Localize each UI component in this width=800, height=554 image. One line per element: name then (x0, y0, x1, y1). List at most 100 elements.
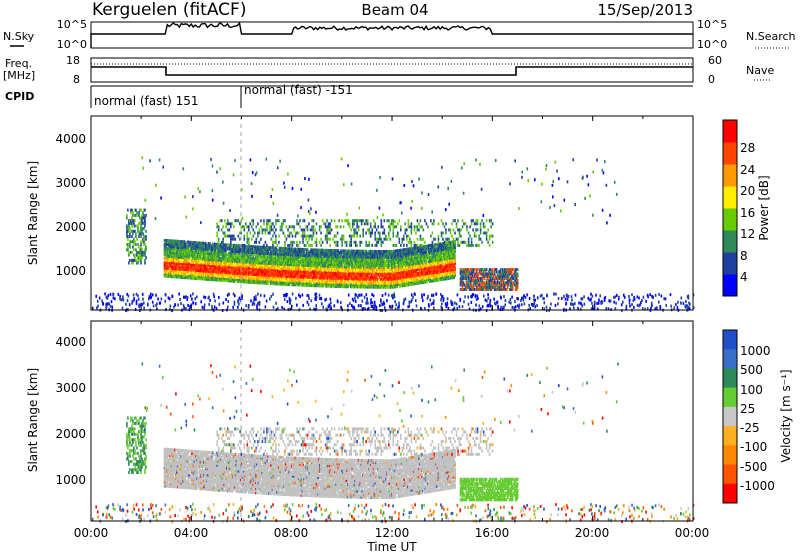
power-cell (181, 256, 183, 259)
power-cell (204, 253, 206, 257)
power-cell (169, 263, 171, 266)
power-cell (190, 248, 192, 252)
power-cell (335, 284, 338, 288)
power-cell (287, 263, 290, 267)
power-cell (237, 256, 240, 260)
power-cell (251, 247, 254, 251)
power-cell (193, 262, 196, 266)
power-cell (338, 263, 340, 267)
power-cell (165, 274, 168, 278)
power-cell (205, 275, 208, 279)
power-cell (318, 272, 320, 276)
power-cell (174, 275, 176, 279)
power-cell (172, 271, 175, 275)
power-cell (261, 247, 263, 251)
power-cell (196, 245, 198, 249)
power-cell (244, 248, 247, 252)
power-cell (260, 267, 262, 271)
freq-label-line1: Freq. (5, 57, 32, 70)
power-cell (173, 273, 175, 277)
power-cell (171, 253, 174, 257)
power-cell (188, 252, 190, 256)
power-cell (171, 239, 174, 243)
power-cell (279, 260, 282, 264)
power-cell (307, 256, 310, 260)
power-cell (241, 278, 244, 282)
power-cell (264, 263, 267, 267)
power-cell (255, 273, 258, 277)
power-cell (308, 283, 311, 287)
power-cell (267, 262, 269, 265)
power-cell (276, 268, 278, 272)
power-cell (211, 254, 213, 258)
power-cell (225, 249, 227, 253)
power-cell (216, 242, 218, 246)
power-cell (187, 254, 189, 258)
power-cell (333, 263, 335, 266)
power-cell (275, 248, 277, 252)
power-cell (331, 253, 333, 256)
power-cell (246, 256, 248, 260)
power-cell (232, 259, 234, 263)
power-cell (277, 248, 279, 252)
power-cell (235, 258, 238, 261)
power-cell (287, 249, 290, 253)
power-cell (191, 240, 193, 244)
power-cell (239, 274, 241, 278)
power-cell (277, 266, 279, 270)
power-cell (306, 281, 309, 285)
power-cell (313, 274, 315, 278)
power-cell (169, 255, 171, 259)
power-cell (198, 251, 200, 255)
power-cell (243, 264, 246, 268)
power-cell (308, 280, 311, 283)
power-cell (200, 273, 203, 277)
power-cell (284, 280, 286, 284)
power-cell (257, 277, 260, 281)
power-cell (224, 271, 226, 275)
power-cell (253, 277, 255, 280)
power-cell (303, 259, 305, 263)
power-cell (247, 268, 249, 272)
beam-title: Beam 04 (361, 1, 428, 19)
power-cell (243, 272, 246, 276)
power-cell (320, 284, 322, 288)
power-cell (215, 262, 218, 266)
power-cell (316, 254, 319, 258)
power-cell (318, 256, 320, 260)
power-cell (328, 251, 331, 254)
power-cell (303, 275, 305, 279)
power-cell (209, 274, 211, 277)
power-cell (191, 244, 194, 248)
power-cell (297, 279, 299, 283)
power-cell (226, 261, 228, 265)
power-cell (333, 259, 335, 262)
power-cell (282, 247, 284, 250)
power-cell (212, 264, 214, 268)
power-cell (306, 279, 309, 283)
power-cell (248, 266, 250, 270)
power-cell (170, 273, 173, 277)
power-cell (313, 278, 315, 282)
power-cell (248, 272, 250, 276)
power-cell (285, 280, 288, 284)
power-cell (252, 257, 254, 261)
power-cell (204, 251, 206, 255)
power-cell (278, 260, 281, 264)
power-cell (275, 260, 277, 264)
power-cell (299, 247, 302, 251)
power-cell (277, 280, 279, 284)
power-cell (300, 267, 303, 271)
power-cell (320, 256, 322, 260)
power-cell (331, 268, 333, 272)
power-cell (323, 256, 326, 260)
power-cell (312, 258, 314, 262)
power-cell (211, 268, 213, 272)
power-cell (248, 276, 250, 280)
power-cell (188, 272, 190, 276)
power-cell (234, 246, 236, 249)
power-cell (297, 281, 299, 285)
power-cell (261, 269, 263, 273)
power-cell (199, 259, 202, 263)
power-cell (291, 259, 294, 263)
